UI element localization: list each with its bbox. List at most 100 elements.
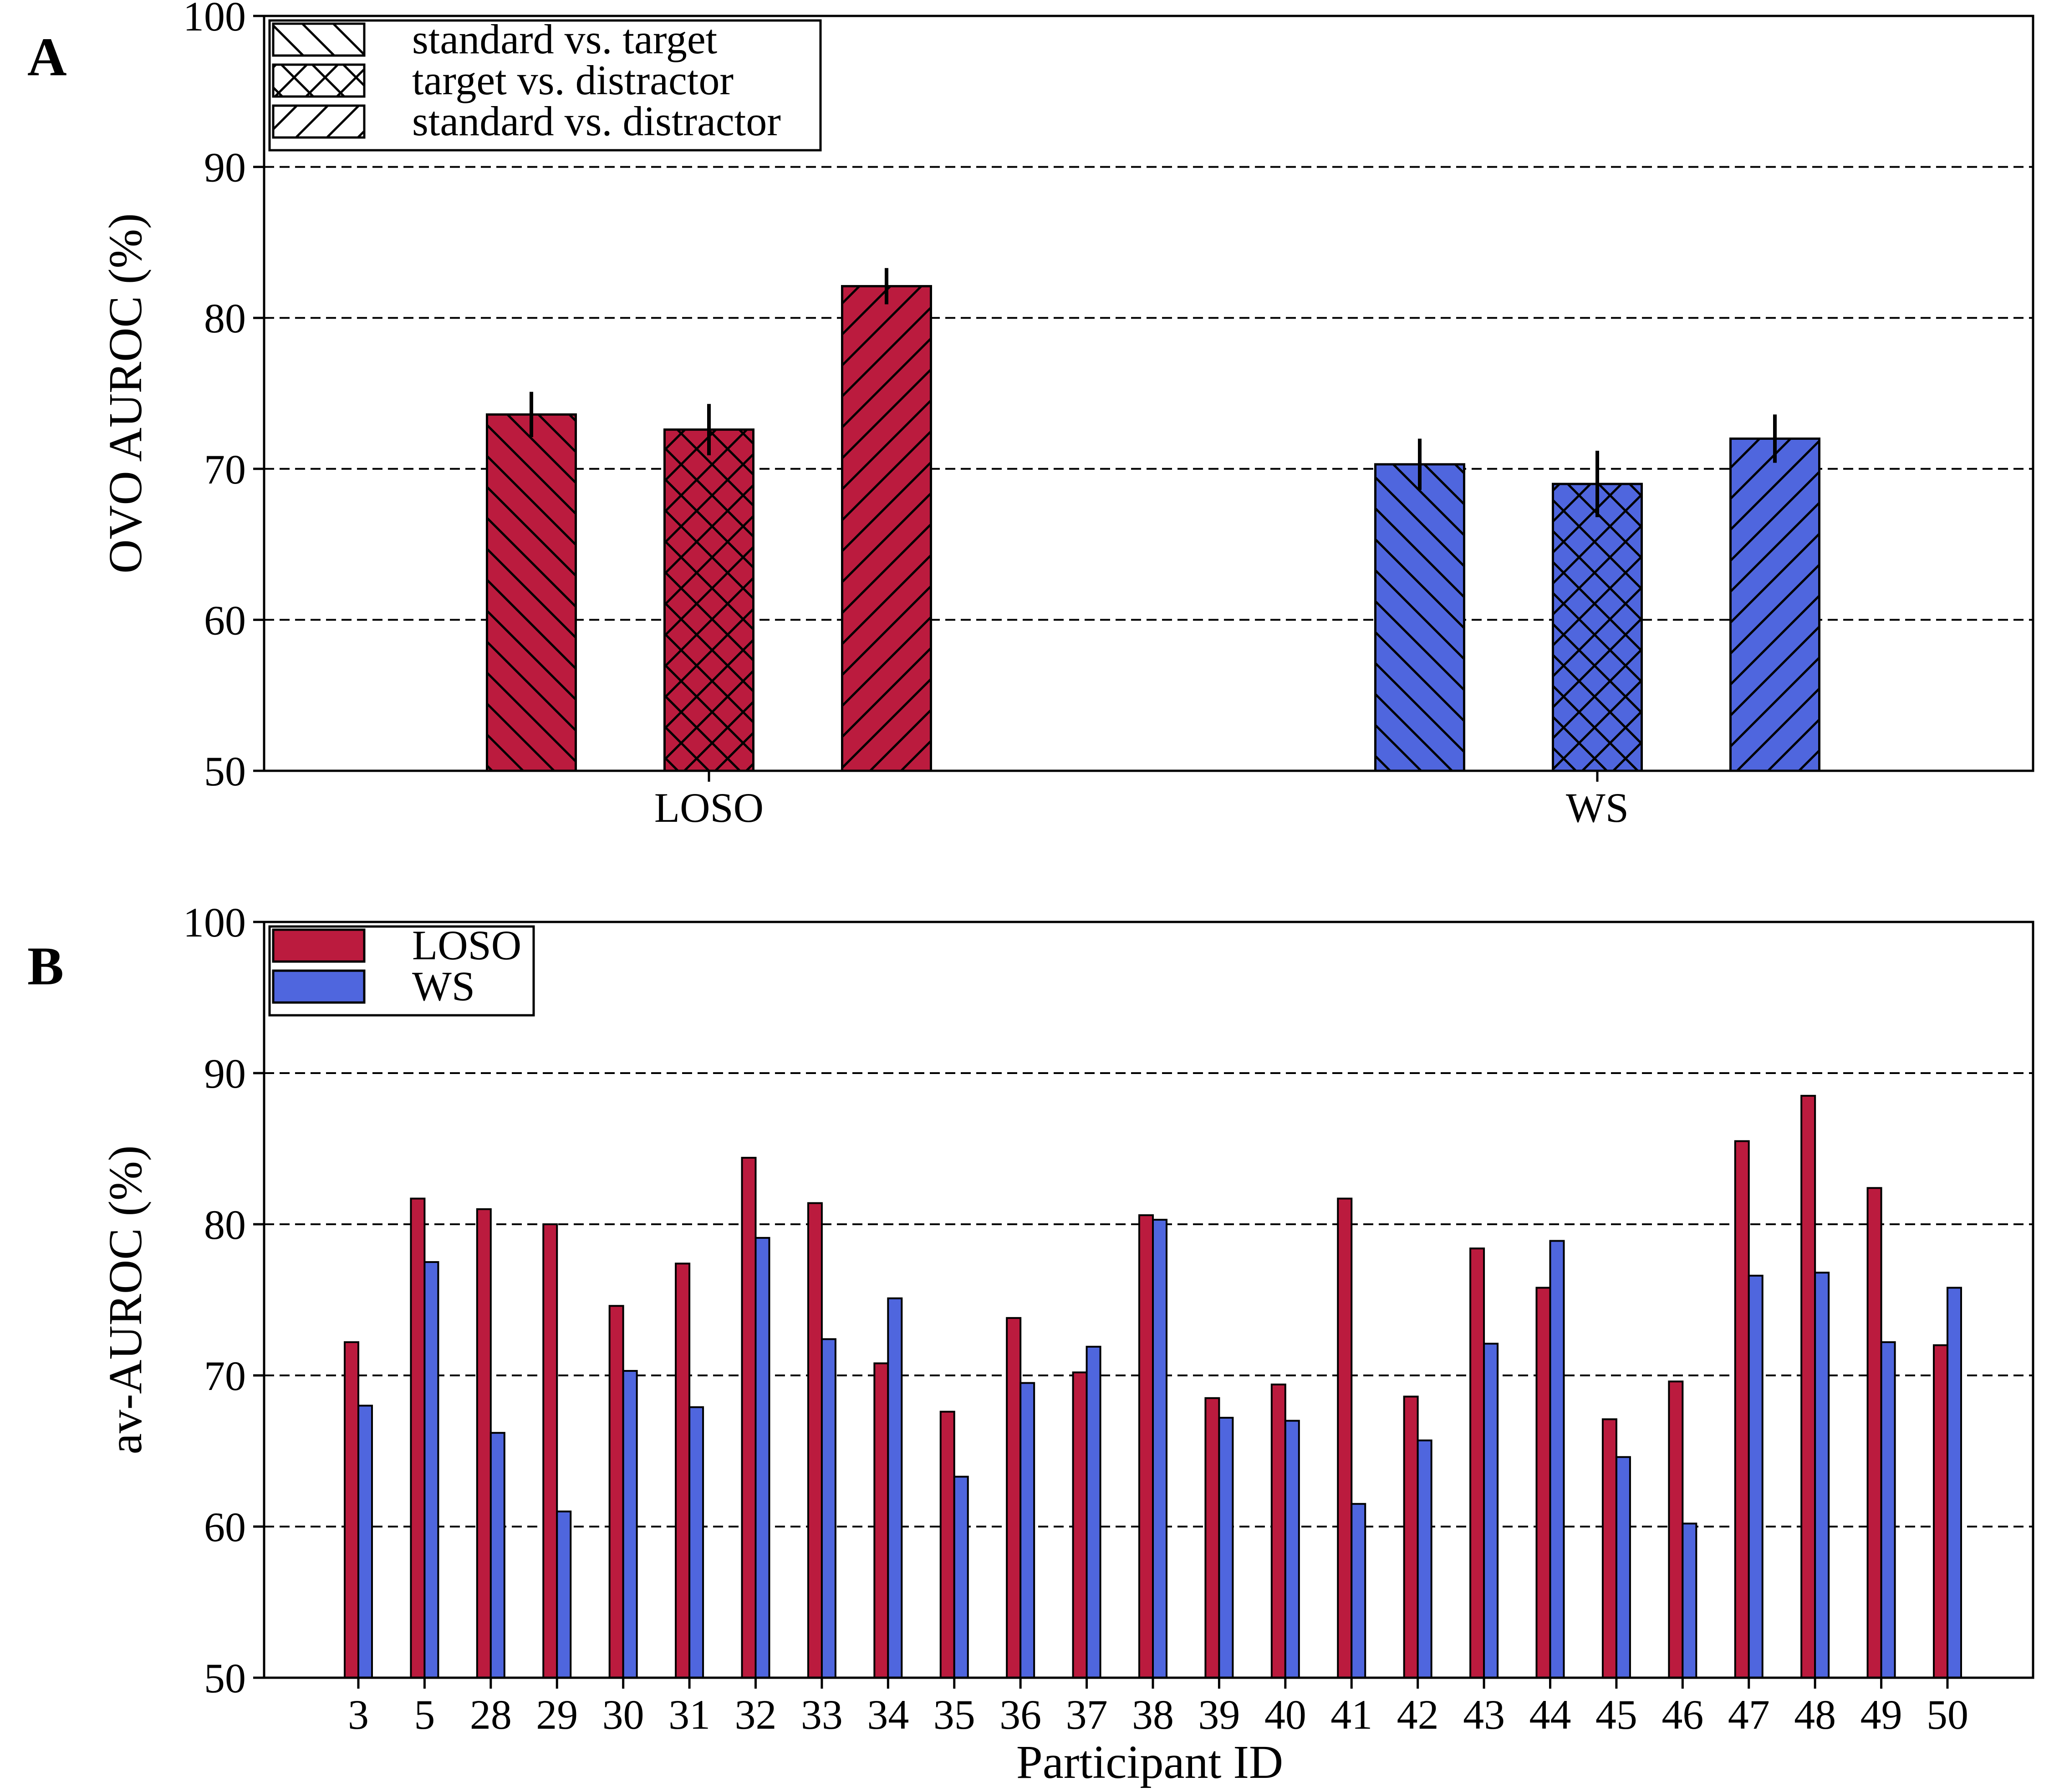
- panel-b-axes-frame: [263, 921, 2034, 1679]
- panel-b-x-tick-label: 34: [867, 1691, 909, 1738]
- panel-b-x-tick-label: 43: [1463, 1691, 1505, 1738]
- panel-b-x-tick-label: 46: [1662, 1691, 1703, 1738]
- panel-b-x-tick-label: 42: [1397, 1691, 1439, 1738]
- panel-b-x-axis-label: Participant ID: [1016, 1736, 1283, 1788]
- bar-participant-32-loso: [741, 1156, 757, 1679]
- panel-a-y-axis-label: OVO AUROC (%): [99, 213, 152, 574]
- bar-participant-37-loso: [1072, 1371, 1088, 1679]
- legend-swatch-loso: [272, 928, 366, 963]
- panel-a-y-tick-label: 100: [183, 0, 246, 40]
- bar-participant-28-ws: [489, 1432, 505, 1679]
- bar-participant-42-ws: [1417, 1439, 1432, 1679]
- panel-b-y-ticks: 50 60 70 80 90 100: [183, 899, 264, 1701]
- legend-label-standard-vs-target: standard vs. target: [412, 16, 718, 62]
- panel-b-y-tick-label: 100: [183, 899, 246, 946]
- legend-label-target-vs-distractor: target vs. distractor: [412, 57, 734, 103]
- panel-b-x-ticks: 3 5 28 29 30 31 32 33 34 35 36 37 38 39 40 41 42 43 44 45 46…: [348, 1678, 1968, 1738]
- bar-participant-35-loso: [939, 1410, 955, 1679]
- bar-participant-46-loso: [1668, 1380, 1684, 1679]
- panel-b-y-axis-label: av-AUROC (%): [99, 1145, 152, 1455]
- bar-participant-43-loso: [1469, 1247, 1485, 1679]
- legend-swatch-ws: [272, 969, 366, 1004]
- bar-loso-target-vs-distractor: [663, 428, 754, 772]
- bar-participant-30-loso: [608, 1305, 624, 1679]
- bar-participant-41-loso: [1337, 1197, 1353, 1679]
- panel-b-x-tick-label: 28: [470, 1691, 512, 1738]
- panel-b-x-tick-label: 32: [735, 1691, 777, 1738]
- bar-participant-35-ws: [953, 1476, 969, 1679]
- bar-participant-5-ws: [423, 1261, 439, 1679]
- panel-b-legend: LOSO WS: [268, 922, 535, 1017]
- legend-swatch-standard-vs-distractor: [272, 104, 366, 139]
- bar-participant-40-loso: [1270, 1383, 1286, 1679]
- panel-b-x-tick-label: 3: [348, 1691, 369, 1738]
- panel-a-axes-frame: [263, 15, 2034, 772]
- panel-b-x-tick-label: 44: [1529, 1691, 1571, 1738]
- legend-label-ws: WS: [412, 963, 475, 1009]
- bar-participant-47-ws: [1748, 1274, 1764, 1679]
- panel-a-label: A: [27, 26, 67, 87]
- bar-participant-46-ws: [1682, 1522, 1697, 1679]
- panel-b-y-tick-label: 60: [204, 1504, 246, 1550]
- panel-a-y-ticks: 50 60 70 80 90 100: [183, 0, 264, 794]
- panel-b-x-tick-label: 31: [668, 1691, 710, 1738]
- panel-b-y-tick-label: 50: [204, 1655, 246, 1701]
- panel-b-x-tick-label: 30: [602, 1691, 644, 1738]
- bar-participant-50-loso: [1933, 1344, 1948, 1679]
- panel-a-y-tick-label: 50: [204, 748, 246, 794]
- panel-b-x-tick-label: 37: [1066, 1691, 1108, 1738]
- bar-participant-38-loso: [1138, 1214, 1154, 1679]
- panel-b-x-tick-label: 33: [801, 1691, 843, 1738]
- panel-b-x-tick-label: 48: [1794, 1691, 1836, 1738]
- panel-b-label: B: [27, 936, 64, 996]
- bar-participant-39-loso: [1204, 1397, 1220, 1679]
- panel-b-x-tick-label: 49: [1860, 1691, 1902, 1738]
- bar-participant-33-ws: [821, 1338, 836, 1679]
- panel-b-x-tick-label: 50: [1927, 1691, 1968, 1738]
- panel-b-y-tick-label: 90: [204, 1050, 246, 1097]
- panel-a-x-tick-label: WS: [1566, 784, 1629, 831]
- panel-b-bars: [344, 1095, 1962, 1679]
- bar-loso-standard-vs-distractor: [841, 285, 932, 772]
- bar-participant-39-ws: [1218, 1416, 1234, 1679]
- bar-participant-31-loso: [675, 1263, 691, 1679]
- bar-participant-40-ws: [1284, 1420, 1300, 1679]
- bar-participant-44-loso: [1535, 1287, 1551, 1679]
- bar-participant-44-ws: [1549, 1240, 1565, 1679]
- bar-participant-43-ws: [1483, 1343, 1499, 1679]
- panel-a-y-tick-label: 90: [204, 144, 246, 191]
- bar-ws-standard-vs-distractor: [1729, 437, 1820, 772]
- panel-b-x-tick-label: 40: [1264, 1691, 1306, 1738]
- bar-participant-45-ws: [1615, 1456, 1631, 1679]
- panel-a-y-tick-label: 70: [204, 446, 246, 493]
- bar-participant-32-ws: [754, 1237, 770, 1679]
- legend-swatch-standard-vs-target: [272, 22, 366, 57]
- bar-participant-34-loso: [873, 1362, 889, 1679]
- panel-b-x-tick-label: 45: [1595, 1691, 1637, 1738]
- panel-b-y-tick-label: 70: [204, 1353, 246, 1399]
- legend-label-loso: LOSO: [412, 922, 521, 968]
- legend-label-standard-vs-distractor: standard vs. distractor: [412, 98, 781, 144]
- bar-participant-48-ws: [1814, 1272, 1830, 1679]
- bar-participant-36-loso: [1006, 1317, 1022, 1679]
- bar-participant-34-ws: [887, 1297, 903, 1679]
- bar-participant-45-loso: [1601, 1418, 1617, 1679]
- bar-participant-47-loso: [1734, 1140, 1750, 1679]
- bar-participant-48-loso: [1800, 1095, 1816, 1679]
- panel-a-bars: [486, 268, 1820, 772]
- panel-b-x-tick-label: 29: [536, 1691, 578, 1738]
- panel-b-x-tick-label: 38: [1132, 1691, 1174, 1738]
- bar-participant-3-ws: [357, 1405, 373, 1679]
- bar-participant-38-ws: [1152, 1219, 1167, 1679]
- bar-participant-49-loso: [1866, 1187, 1882, 1679]
- bar-loso-standard-vs-target: [486, 413, 577, 772]
- panel-a: A 50 60 70 80 90 100 LOSO WS OVO AUROC (%) sta…: [27, 0, 2034, 831]
- panel-b-y-tick-label: 80: [204, 1201, 246, 1248]
- bar-participant-28-loso: [476, 1208, 492, 1679]
- panel-b-x-tick-label: 39: [1198, 1691, 1240, 1738]
- bar-participant-37-ws: [1086, 1345, 1101, 1679]
- panel-b-x-tick-label: 41: [1330, 1691, 1372, 1738]
- bar-participant-42-loso: [1403, 1395, 1419, 1679]
